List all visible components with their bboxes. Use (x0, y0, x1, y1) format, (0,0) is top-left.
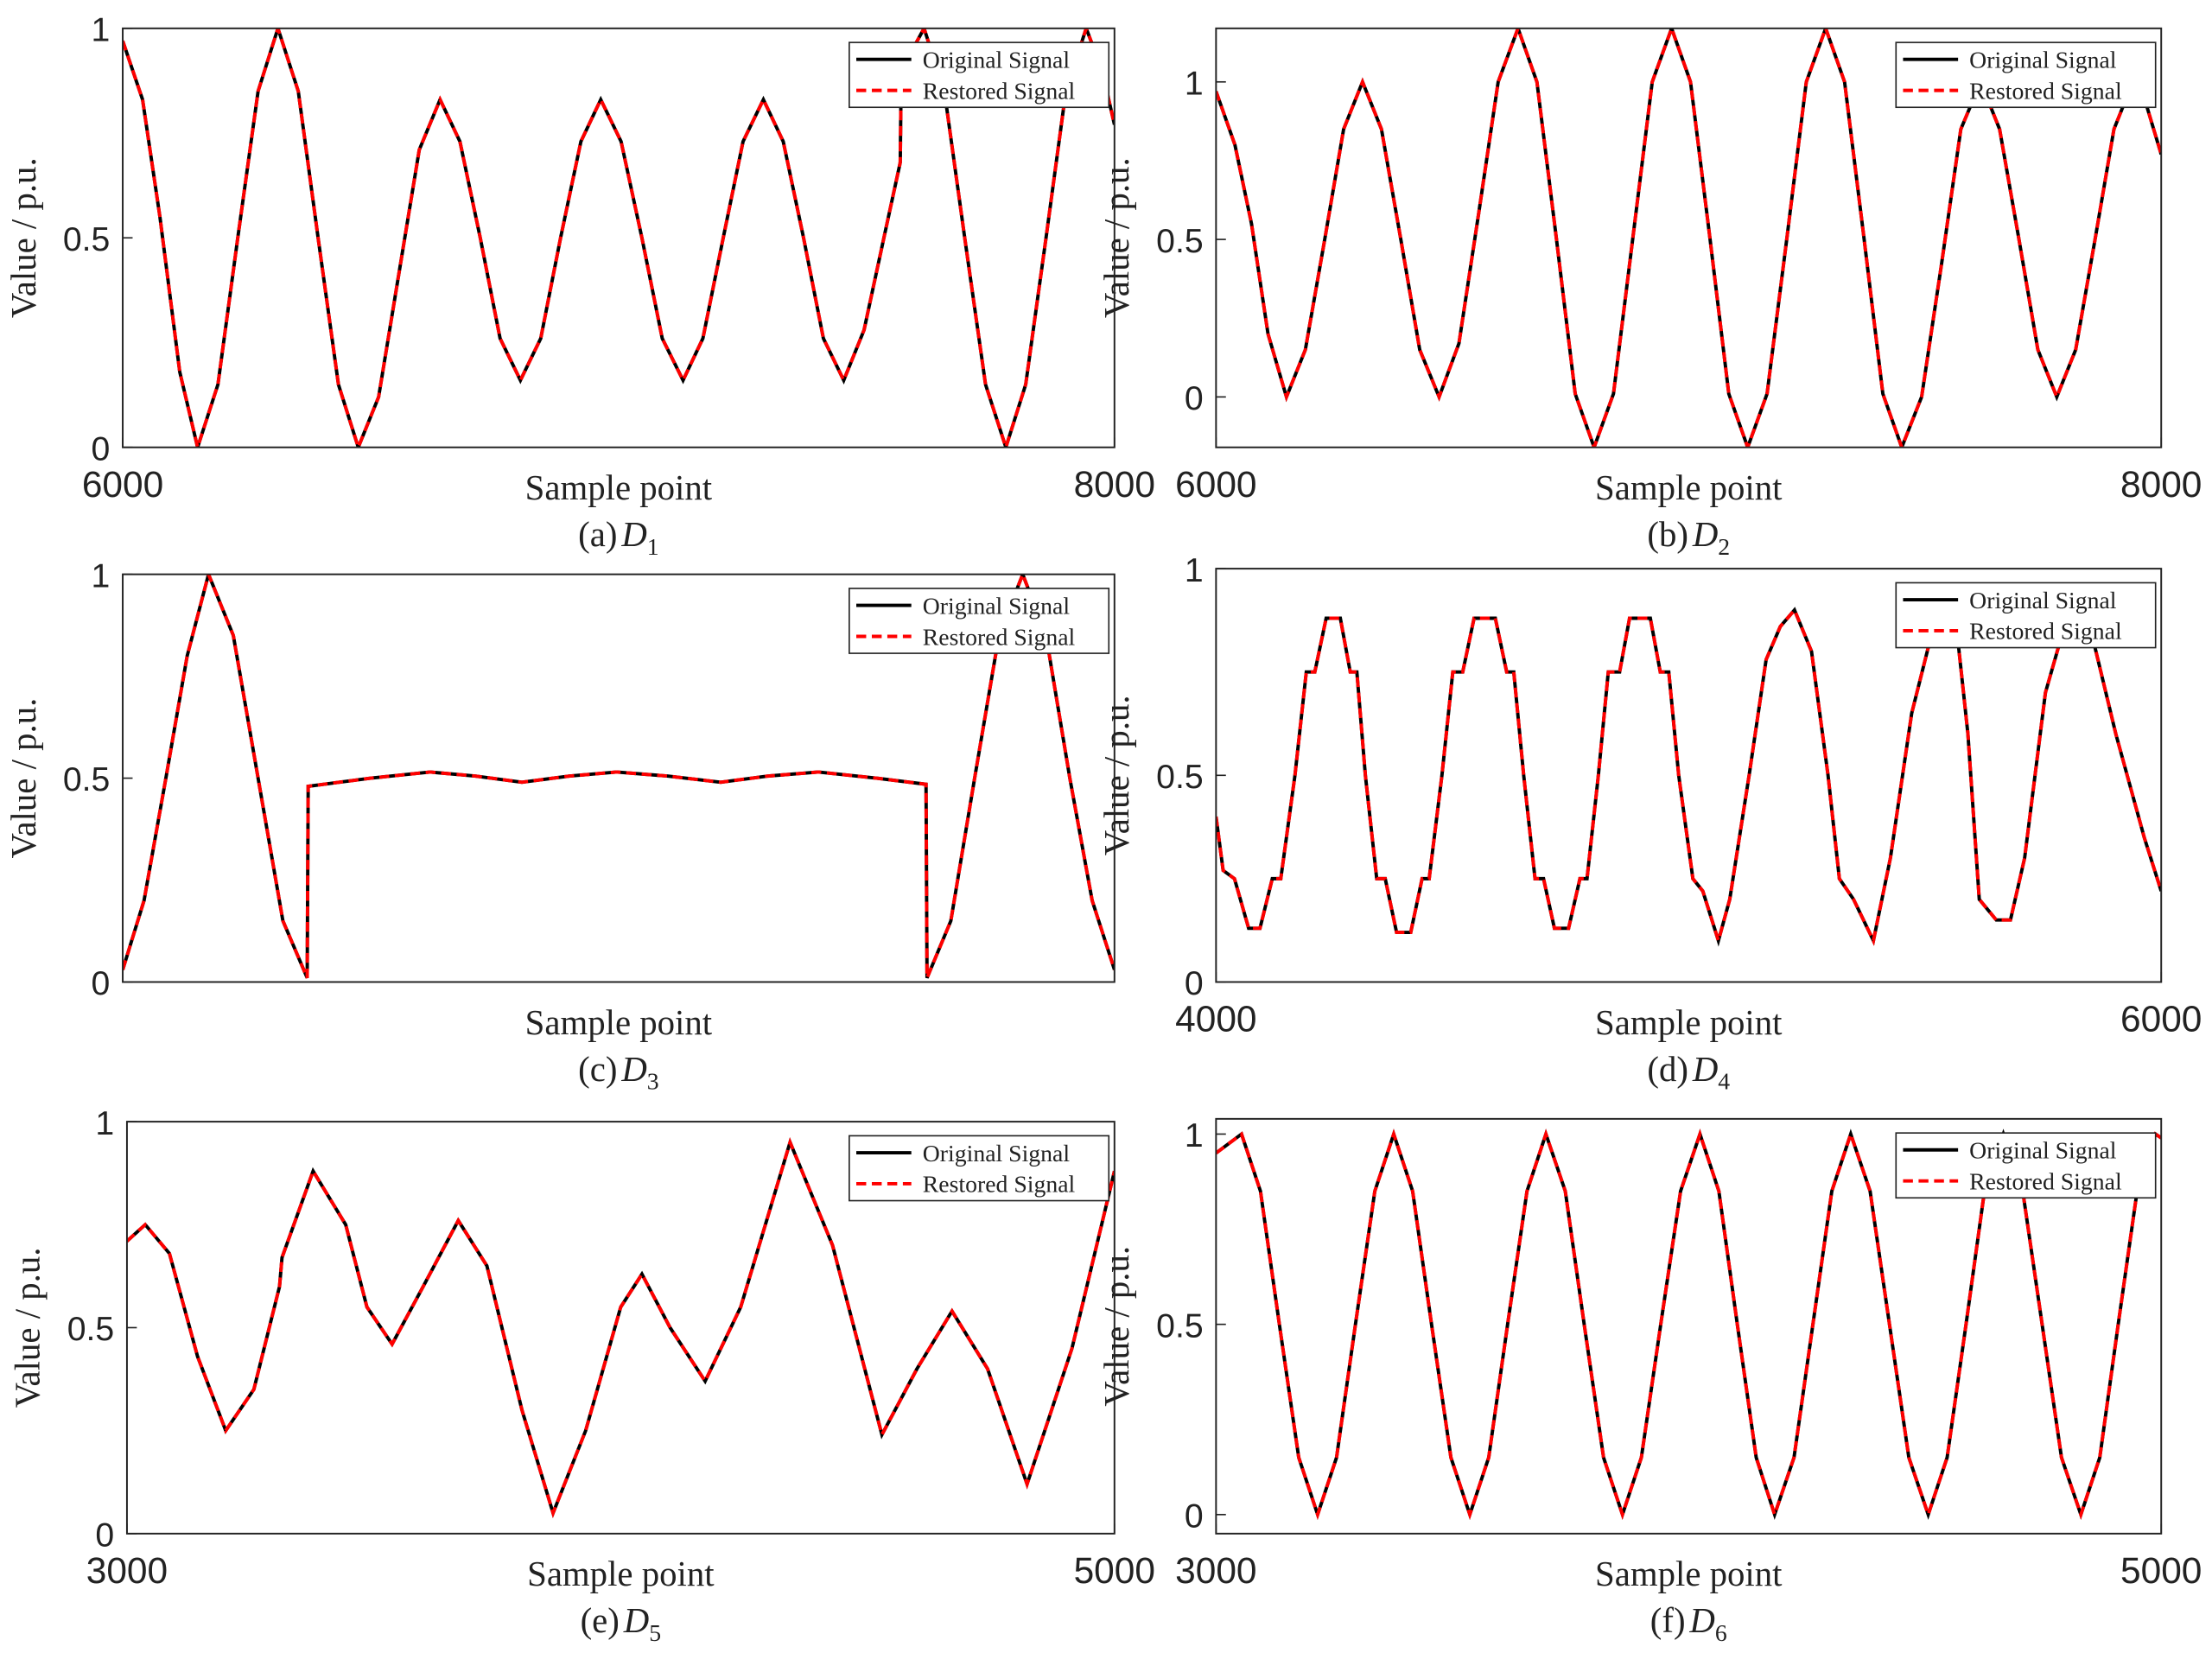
subplot: 0 0.5 1 6000 8000 Original Signal Restored Sig… (4, 11, 1155, 560)
caption-label: (d) (1647, 1050, 1688, 1089)
x-tick-label: 5000 (1074, 1550, 1155, 1591)
caption: (e) D5 (581, 1601, 662, 1647)
x-axis-label: Sample point (1595, 1554, 1783, 1593)
legend-label: Original Signal (1969, 588, 2117, 614)
signal-line (1216, 28, 2162, 448)
y-tick-label: 0 (92, 965, 111, 1002)
legend-box (1895, 41, 2157, 109)
legend-label: Restored Signal (923, 624, 1076, 651)
signal-line (126, 1137, 1115, 1518)
caption-var: D (620, 515, 646, 554)
axes-frame (1215, 27, 2163, 448)
y-tick-label: 1 (1185, 1117, 1204, 1154)
legend-box (1895, 582, 2157, 649)
caption: (a) D1 (578, 515, 659, 561)
x-tick-label: 8000 (2120, 464, 2202, 505)
y-tick-label: 0 (92, 430, 111, 467)
caption-var: D (623, 1601, 649, 1640)
subplot: 0 0.5 1 6000 8000 Original Signal Restored Sig… (1097, 27, 2202, 561)
axes-frame (125, 1121, 1116, 1535)
legend-box (849, 41, 1110, 109)
caption: (b) D2 (1647, 515, 1730, 561)
x-tick-label: 3000 (86, 1550, 168, 1591)
y-axis-label: Value / p.u. (1097, 695, 1136, 855)
axes-frame (122, 573, 1116, 983)
x-tick-label: 5000 (2120, 1550, 2202, 1591)
y-axis-label: Value / p.u. (1097, 1246, 1136, 1407)
y-tick-label: 0 (1185, 1498, 1204, 1535)
caption-label: (f) (1650, 1601, 1686, 1640)
caption-sub: 6 (1715, 1620, 1727, 1647)
y-tick-label: 0 (1185, 965, 1204, 1002)
x-tick-label: 6000 (1175, 464, 1256, 505)
y-tick-label: 0.5 (1156, 1307, 1203, 1345)
legend-box (849, 1135, 1110, 1202)
y-tick-label: 0.5 (1156, 759, 1203, 796)
x-tick-label: 6000 (2120, 999, 2202, 1039)
y-tick-label: 0.5 (63, 221, 110, 258)
y-tick-label: 1 (92, 11, 111, 48)
x-axis-label: Sample point (525, 468, 713, 507)
caption-var: D (1692, 515, 1718, 554)
legend-label: Original Signal (923, 593, 1071, 620)
subplot: 0 0.5 1 3000 5000 Original Signal Restored Sig… (1097, 1117, 2202, 1647)
x-axis-label: Sample point (527, 1554, 715, 1593)
legend-label: Restored Signal (1969, 78, 2122, 105)
y-tick-label: 0 (1185, 380, 1204, 417)
caption-label: (a) (578, 515, 617, 554)
caption-sub: 2 (1718, 534, 1730, 561)
subplot: 0 0.5 1 3000 5000 Original Signal Restored Sig… (9, 1105, 1155, 1647)
x-tick-label: 3000 (1175, 1550, 1256, 1591)
x-tick-label: 4000 (1175, 999, 1256, 1039)
subplot: 0 0.5 1 Original Signal Restored Signal Sampl… (4, 557, 1116, 1096)
axes-frame (1215, 1117, 2163, 1535)
caption-label: (e) (581, 1601, 620, 1640)
caption-var: D (620, 1050, 646, 1089)
caption-sub: 5 (649, 1620, 661, 1647)
y-tick-label: 0.5 (1156, 223, 1203, 260)
legend-label: Restored Signal (1969, 619, 2122, 645)
x-axis-label: Sample point (1595, 468, 1783, 507)
caption: (d) D4 (1647, 1050, 1730, 1096)
y-tick-label: 1 (1185, 552, 1204, 589)
legend-box (1895, 1132, 2157, 1199)
x-axis-label: Sample point (1595, 1003, 1783, 1042)
x-tick-label: 6000 (82, 464, 163, 505)
axes-frame (1215, 568, 2163, 983)
caption-sub: 1 (647, 534, 659, 561)
x-axis-label: Sample point (525, 1003, 713, 1042)
y-tick-label: 1 (92, 557, 111, 594)
legend-label: Original Signal (923, 1141, 1071, 1167)
legend-label: Original Signal (1969, 1138, 2117, 1165)
y-tick-label: 0.5 (67, 1311, 114, 1348)
caption-var: D (1688, 1601, 1714, 1640)
y-axis-label: Value / p.u. (4, 157, 43, 318)
y-tick-label: 1 (95, 1105, 114, 1142)
caption: (f) D6 (1650, 1601, 1727, 1647)
legend-label: Original Signal (923, 48, 1071, 74)
y-axis-label: Value / p.u. (1097, 157, 1136, 318)
axes-frame (122, 27, 1116, 448)
legend-box (849, 588, 1110, 654)
y-axis-label: Value / p.u. (4, 698, 43, 859)
caption-label: (c) (578, 1050, 617, 1089)
legend-label: Restored Signal (1969, 1168, 2122, 1195)
caption-var: D (1692, 1050, 1718, 1089)
x-tick-label: 8000 (1074, 464, 1155, 505)
legend-label: Original Signal (1969, 48, 2117, 74)
y-axis-label: Value / p.u. (9, 1248, 48, 1408)
legend-label: Restored Signal (923, 1172, 1076, 1198)
caption-sub: 3 (647, 1069, 659, 1096)
y-tick-label: 0.5 (63, 761, 110, 798)
y-tick-label: 0 (95, 1517, 114, 1554)
signal-line (123, 28, 1115, 448)
subplot: 0 0.5 1 4000 6000 Original Signal Restored Sig… (1097, 552, 2202, 1096)
y-tick-label: 1 (1185, 65, 1204, 102)
caption: (c) D3 (578, 1050, 659, 1096)
caption-label: (b) (1647, 515, 1688, 554)
legend-label: Restored Signal (923, 78, 1076, 105)
caption-sub: 4 (1718, 1069, 1730, 1096)
